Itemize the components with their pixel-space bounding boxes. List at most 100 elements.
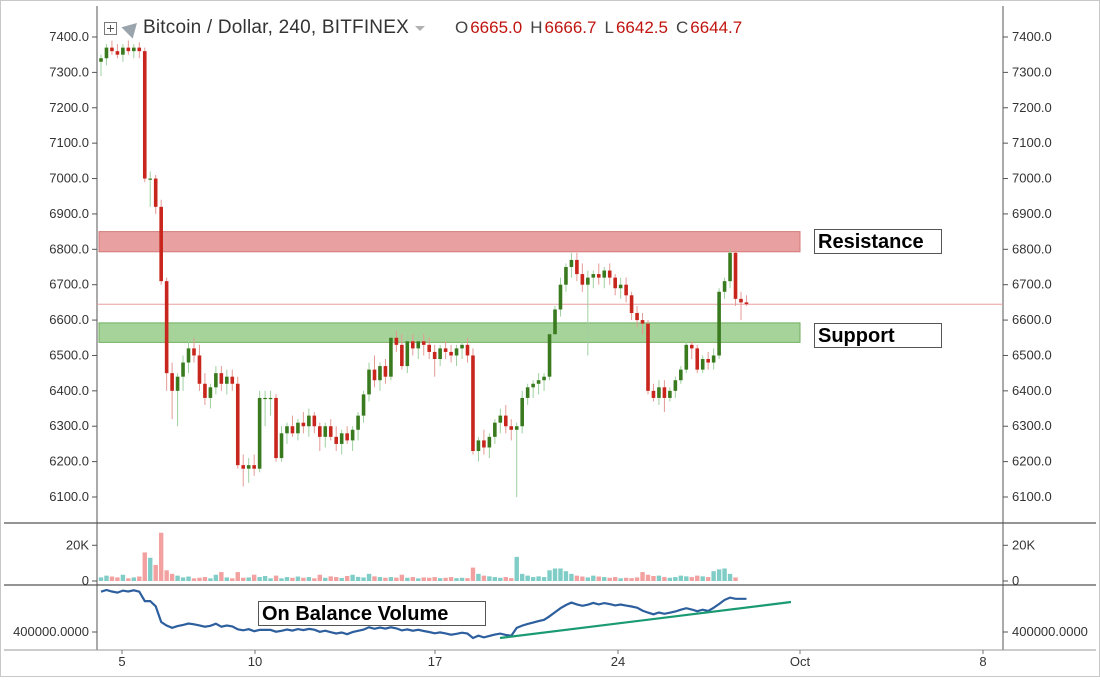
volume-tick-label-left: 0 [82,573,89,588]
time-tick-label: Oct [790,654,811,669]
candle-up [679,366,683,384]
symbol-title[interactable]: Bitcoin / Dollar, 240, BITFINEX [143,17,409,38]
candle-body [558,284,563,310]
candle-down [613,274,617,296]
volume-bar [667,577,673,581]
price-tick-label-left: 7200.0 [49,100,89,115]
candle-up [454,344,459,367]
volume-bar [262,576,268,581]
obv-callout: On Balance Volume [258,601,486,626]
obv-tick-label-right: 400000.0000 [1012,624,1088,639]
volume-bar [235,572,240,581]
candle-body [531,383,535,388]
candle-body [99,58,103,62]
volume-bar [126,578,131,581]
volume-bar [503,577,508,581]
obv-trend-line [499,600,792,640]
support-callout: Support [814,323,942,348]
candle-up [700,355,705,374]
candle-up [514,422,519,497]
volume-bar [191,578,197,581]
volume-bar [306,577,312,581]
volume-bar [202,577,208,581]
candle-body [268,397,273,400]
candle-body [657,387,661,398]
close-value: 6644.7 [690,18,743,37]
volume-bar [421,577,426,581]
candle-down [219,366,224,391]
candle-up [460,341,464,359]
volume-bar [394,577,399,581]
candle-body [547,334,552,377]
candle-down [689,341,694,359]
flag-icon[interactable] [121,17,143,39]
candle-up [378,362,382,391]
candle-body [208,387,213,398]
candle-body [246,465,251,469]
price-tick-label-right: 6300.0 [1012,418,1052,433]
candle-down [235,376,240,469]
volume-bar [481,575,487,581]
volume-bar [711,571,716,581]
candle-down [624,277,628,303]
candle-down [345,426,349,444]
candle-body [449,351,453,356]
volume-bar [640,572,645,581]
candle-body [482,440,486,448]
candle-up [356,412,360,441]
candle-down [252,454,256,476]
volume-bar [552,568,558,581]
candle-body [684,344,689,370]
volume-bar [689,577,694,581]
candle-body [722,281,727,292]
candle-down [115,44,120,59]
candle-up [208,383,213,409]
candle-down [274,394,278,462]
volume-bar [312,578,317,581]
candle-up [657,380,661,405]
candle-up [558,277,563,317]
candle-body [274,397,278,459]
volume-bar [448,577,454,581]
plus-icon[interactable] [104,21,117,35]
candle-down [651,383,656,402]
candle-up [547,330,552,381]
candle-body [443,348,448,352]
price-tick-label-right: 6400.0 [1012,383,1052,398]
candle-up [268,390,273,416]
candle-body [700,359,705,370]
volume-bar [273,575,279,581]
candle-up [476,436,481,462]
candle-up [175,373,180,427]
volume-bar [416,578,421,581]
candle-down [427,337,431,359]
candle-down [596,263,601,285]
volume-tick-label-right: 20K [1012,537,1035,552]
candle-body [454,348,459,356]
volume-bar [350,574,355,581]
volume-bar [290,577,295,581]
candle-down [733,249,738,306]
candle-down [203,373,207,405]
candle-body [378,366,382,381]
price-tick-label-left: 6800.0 [49,241,89,256]
candle-up [181,355,185,391]
price-tick-label-left: 6500.0 [49,347,89,362]
candle-body [192,348,196,356]
volume-bar [224,577,230,581]
candle-up [121,44,125,62]
candle-up [186,341,191,374]
volume-tick-label-right: 0 [1012,573,1019,588]
candle-body [367,369,371,395]
candle-up [673,376,678,398]
candle-down [482,429,486,455]
candle-body [607,270,612,278]
candle-body [394,337,399,345]
candle-down [410,334,415,356]
candle-down [449,344,453,363]
volume-bar [432,577,437,581]
chevron-down-icon[interactable] [414,25,425,31]
candle-up [564,263,568,292]
candle-down [471,348,475,455]
volume-bar [580,576,585,581]
